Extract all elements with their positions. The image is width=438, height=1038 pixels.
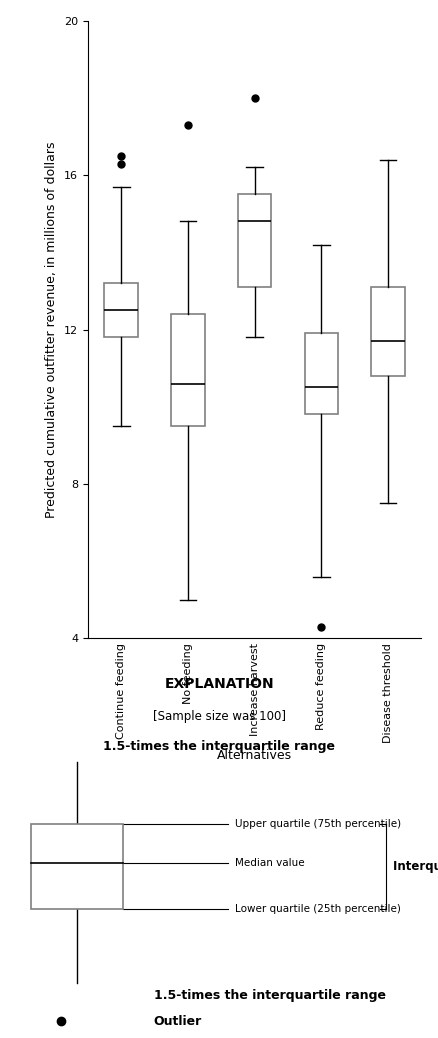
PathPatch shape	[371, 288, 404, 376]
Text: Upper quartile (75th percentile): Upper quartile (75th percentile)	[234, 819, 400, 829]
Text: Interquartile range: Interquartile range	[392, 861, 438, 873]
Text: Median value: Median value	[234, 858, 304, 868]
PathPatch shape	[171, 315, 204, 426]
Y-axis label: Predicted cumulative outfitter revenue, in millions of dollars: Predicted cumulative outfitter revenue, …	[45, 141, 58, 518]
Text: 1.5-times the interquartile range: 1.5-times the interquartile range	[153, 989, 385, 1002]
Bar	[31, 824, 123, 909]
PathPatch shape	[304, 333, 337, 414]
Text: EXPLANATION: EXPLANATION	[164, 677, 274, 691]
PathPatch shape	[104, 283, 138, 337]
Text: Outlier: Outlier	[153, 1015, 201, 1028]
Text: Lower quartile (25th percentile): Lower quartile (25th percentile)	[234, 904, 400, 914]
PathPatch shape	[237, 194, 271, 288]
Text: 1.5-times the interquartile range: 1.5-times the interquartile range	[103, 739, 335, 753]
Text: [Sample size was 100]: [Sample size was 100]	[153, 710, 285, 723]
X-axis label: Alternatives: Alternatives	[216, 748, 292, 762]
